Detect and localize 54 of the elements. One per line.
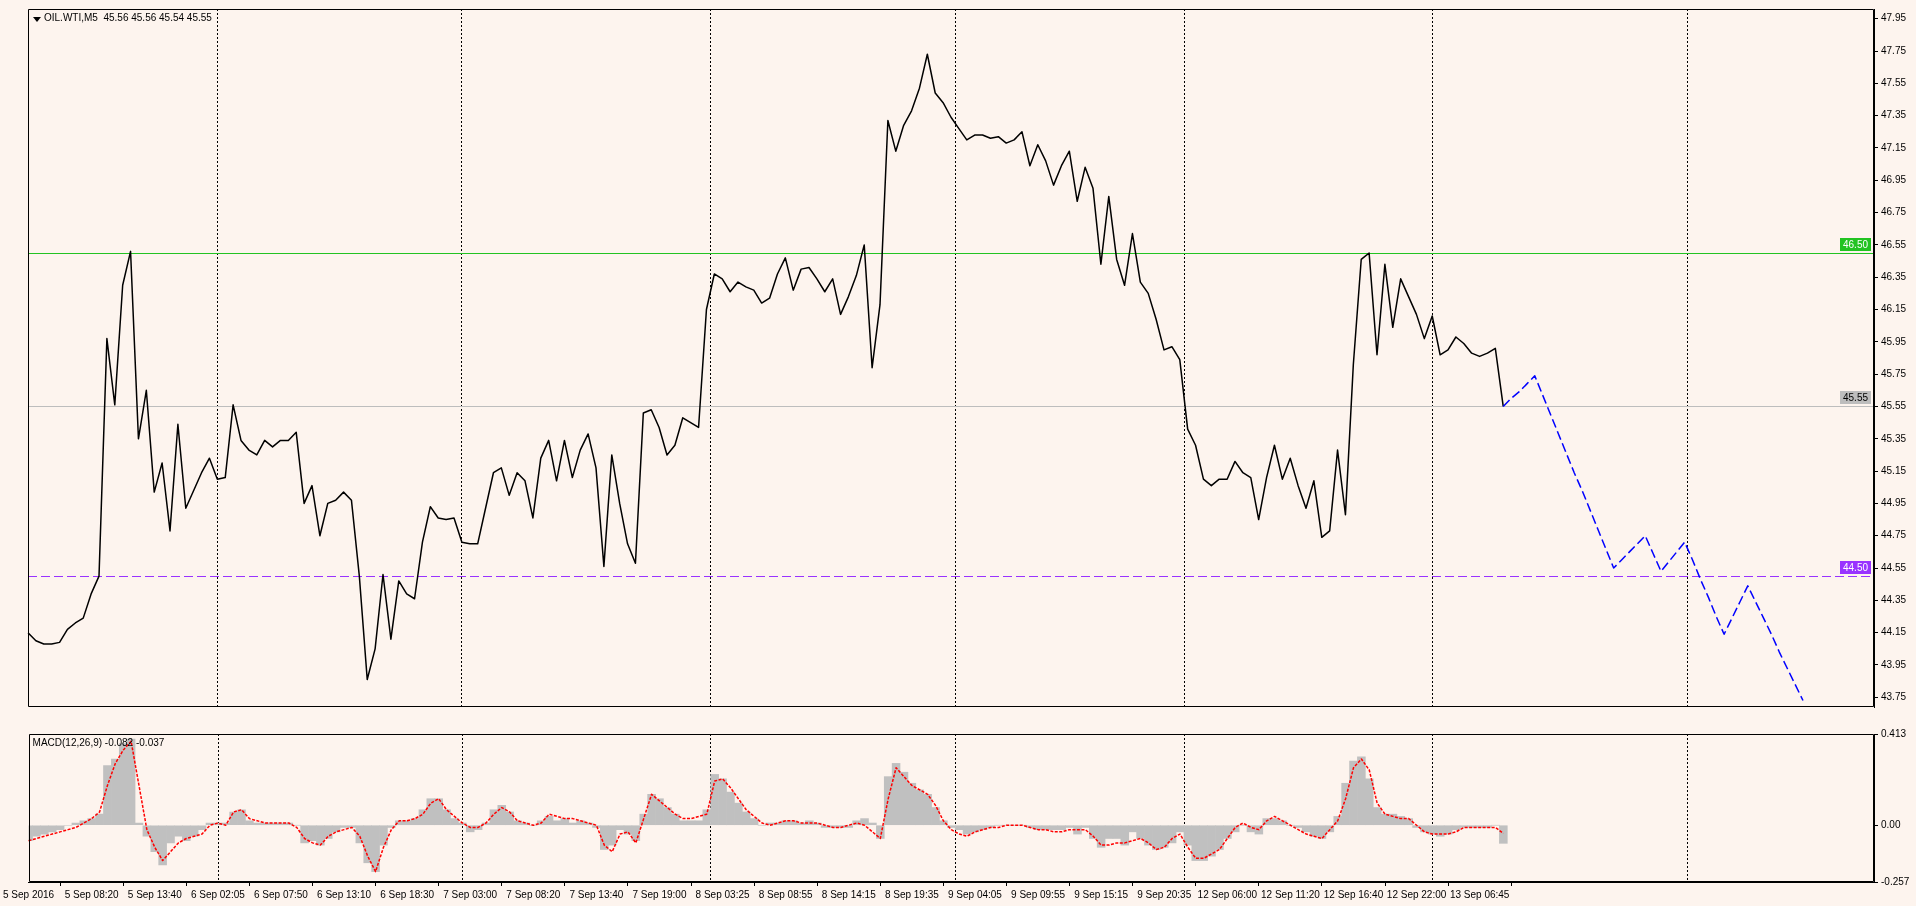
y-tick-label: 47.35 <box>1881 109 1907 121</box>
x-tick-label: 5 Sep 13:40 <box>127 888 183 900</box>
y-tick-label: 45.35 <box>1881 432 1907 444</box>
y-tick-label: 0.00 <box>1881 818 1901 830</box>
y-tick-label: 46.35 <box>1881 270 1907 282</box>
x-tick-label: 12 Sep 22:00 <box>1386 888 1447 900</box>
y-tick-label: 46.75 <box>1881 206 1907 218</box>
chart-title: OIL.WTI,M5 45.56 45.56 45.54 45.55 <box>44 11 213 23</box>
y-tick-label: 43.75 <box>1881 691 1907 703</box>
ref-line-label: 44.50 <box>1842 561 1869 573</box>
y-tick-label: 44.35 <box>1881 594 1907 606</box>
y-tick-label: 44.75 <box>1881 529 1907 541</box>
y-tick-label: -0.257 <box>1881 875 1910 887</box>
x-tick-label: 6 Sep 07:50 <box>253 888 309 900</box>
y-tick-label: 47.55 <box>1881 77 1907 89</box>
y-tick-label: 47.75 <box>1881 44 1907 56</box>
y-tick-label: 43.95 <box>1881 658 1907 670</box>
y-tick-label: 44.55 <box>1881 561 1907 573</box>
x-tick-label: 5 Sep 08:20 <box>64 888 120 900</box>
y-tick-label: 44.15 <box>1881 626 1907 638</box>
x-tick-label: 9 Sep 20:35 <box>1137 888 1192 900</box>
x-tick-label: 5 Sep 2016 <box>2 888 55 900</box>
x-tick-label: 8 Sep 19:35 <box>884 888 940 900</box>
y-tick-label: 46.15 <box>1881 303 1907 315</box>
ref-line-label: 45.55 <box>1842 391 1869 403</box>
y-tick-label: 47.15 <box>1881 141 1907 153</box>
y-tick-label: 45.95 <box>1881 335 1907 347</box>
x-tick-label: 12 Sep 11:20 <box>1261 888 1321 900</box>
x-tick-label: 13 Sep 06:45 <box>1449 888 1510 900</box>
y-tick-label: 0.413 <box>1881 727 1907 739</box>
y-tick-label: 44.95 <box>1881 497 1907 509</box>
x-tick-label: 12 Sep 16:40 <box>1323 888 1384 900</box>
x-tick-label: 8 Sep 14:15 <box>821 888 877 900</box>
x-tick-label: 6 Sep 02:05 <box>190 888 246 900</box>
x-tick-label: 6 Sep 13:10 <box>317 888 372 900</box>
x-tick-label: 9 Sep 04:05 <box>947 888 1003 900</box>
y-tick-label: 45.75 <box>1881 367 1907 379</box>
x-tick-label: 6 Sep 18:30 <box>380 888 435 900</box>
x-tick-label: 12 Sep 06:00 <box>1197 888 1258 900</box>
x-tick-label: 7 Sep 08:20 <box>506 888 561 900</box>
x-tick-label: 9 Sep 15:15 <box>1074 888 1129 900</box>
x-tick-label: 7 Sep 03:00 <box>443 888 498 900</box>
x-tick-label: 8 Sep 03:25 <box>695 888 750 900</box>
x-tick-label: 9 Sep 09:55 <box>1011 888 1066 900</box>
y-tick-label: 46.95 <box>1881 174 1907 186</box>
y-tick-label: 47.95 <box>1881 12 1907 24</box>
ref-line-label: 46.50 <box>1842 238 1869 250</box>
x-tick-label: 7 Sep 19:00 <box>632 888 687 900</box>
chart-title: MACD(12,26,9) -0.082 -0.037 <box>32 736 165 748</box>
x-tick-label: 8 Sep 08:55 <box>758 888 814 900</box>
y-tick-label: 45.55 <box>1881 400 1907 412</box>
y-tick-label: 46.55 <box>1881 238 1907 250</box>
y-tick-label: 45.15 <box>1881 464 1907 476</box>
x-tick-label: 7 Sep 13:40 <box>569 888 624 900</box>
